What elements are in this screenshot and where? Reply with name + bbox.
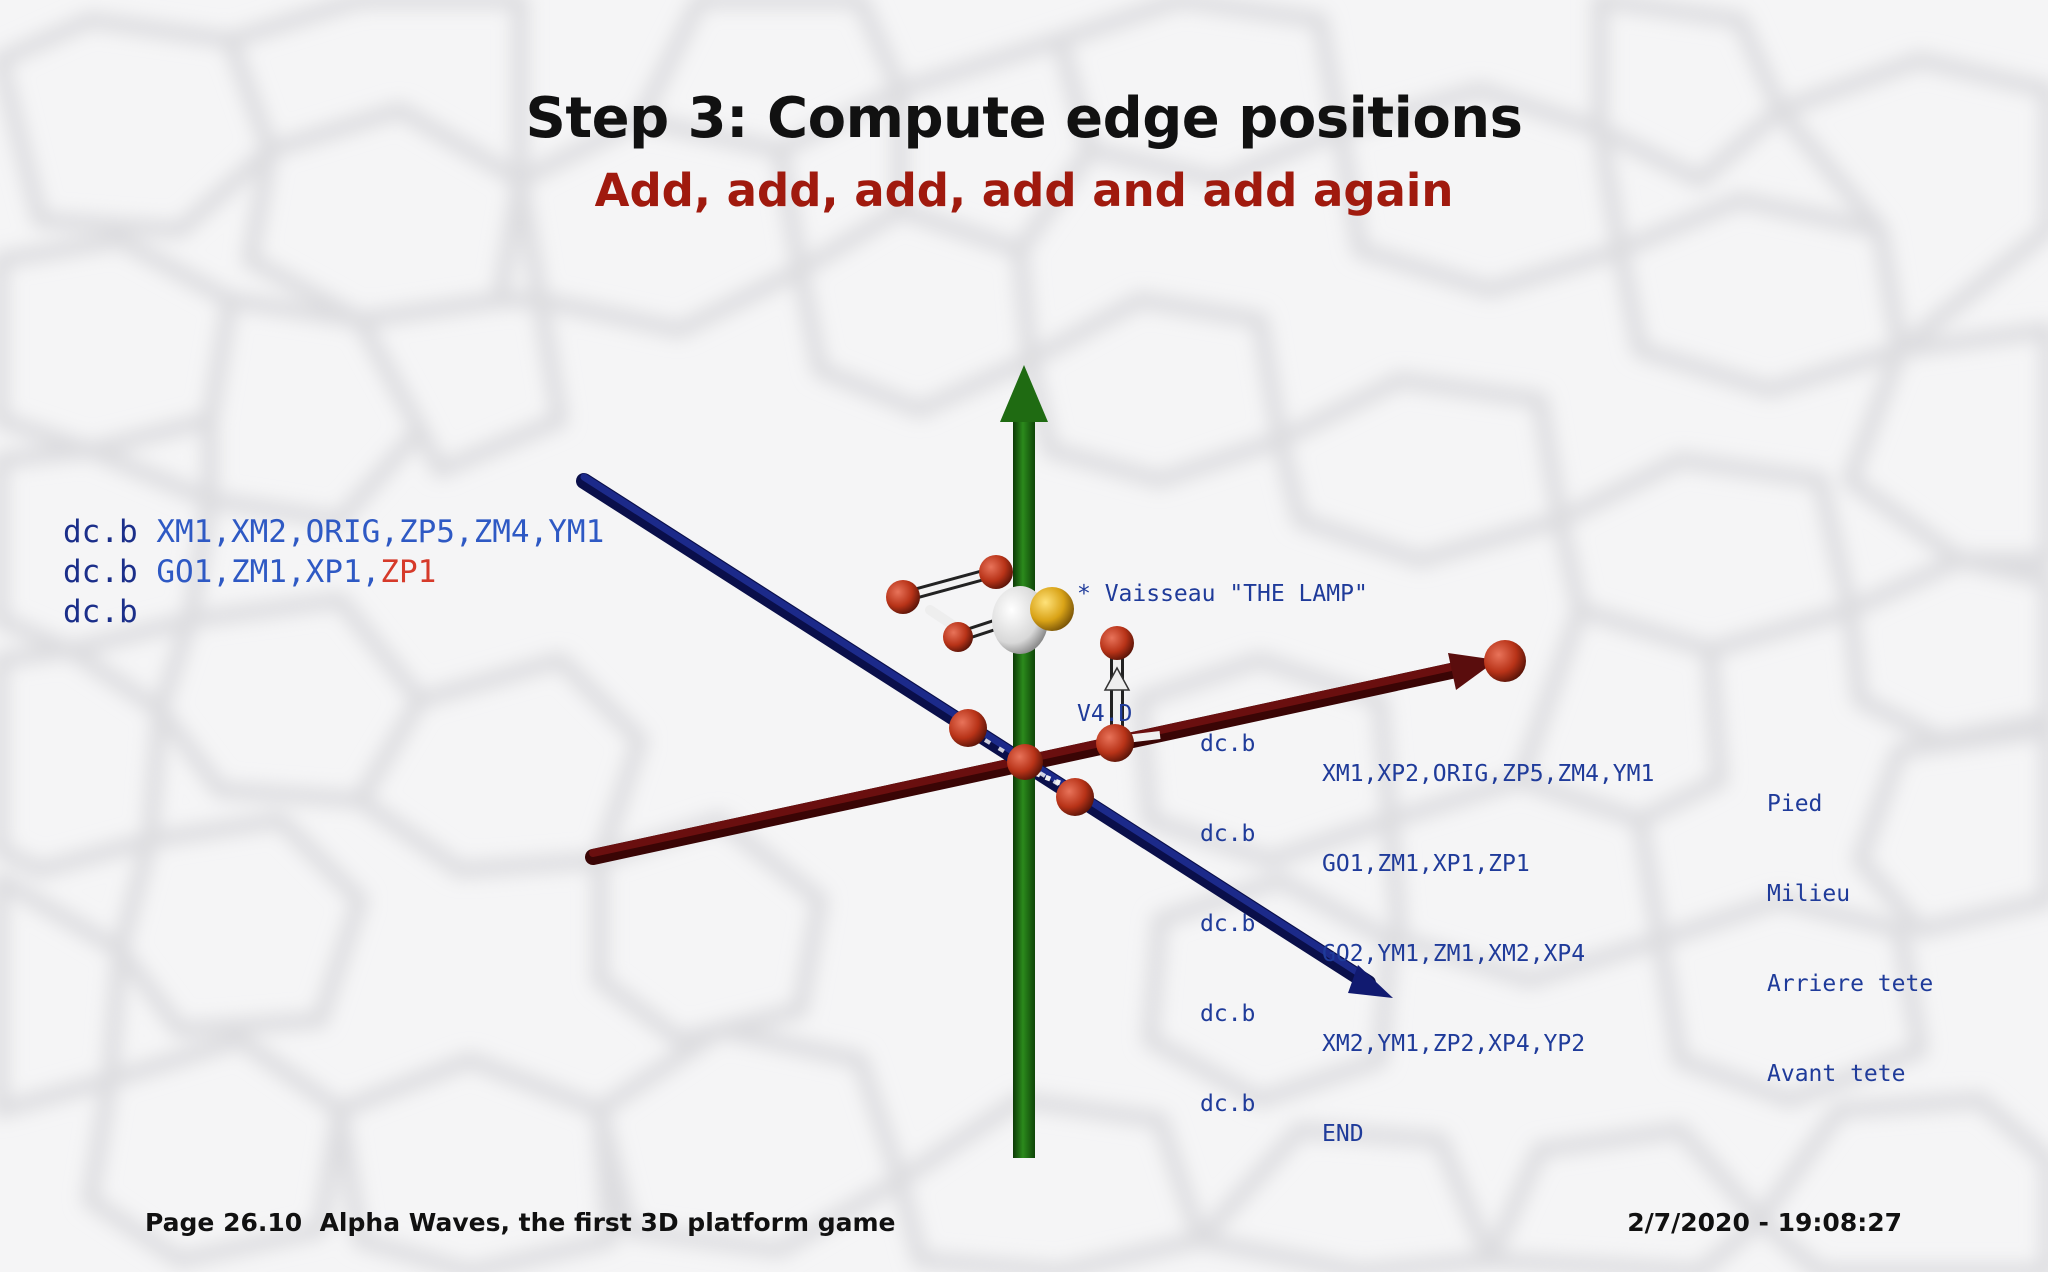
code-keyword: dc.b: [63, 594, 138, 630]
code-args: GO1,ZM1,XP1,ZP1: [1322, 851, 1530, 877]
code-op: dc.b: [1200, 821, 1256, 847]
code-args: GO2,YM1,ZM1,XM2,XP4: [1322, 941, 1586, 967]
code-row: dc.b END: [1077, 1029, 1364, 1147]
code-comment-row: * Vaisseau "THE LAMP": [1077, 579, 1368, 609]
code-left-line: dc.b XM1,XM2,ORIG,ZP5,ZM4,YM1: [63, 512, 604, 552]
code-note: Avant tete: [1767, 1061, 1906, 1087]
code-args: GO1,ZM1,XP1,: [156, 554, 381, 590]
code-left-line: dc.b: [63, 592, 604, 632]
code-row: dc.b XM2,YM1,ZP2,XP4,YP2 Avant tete: [1077, 939, 1905, 1087]
page-number: Page 26.10: [145, 1208, 303, 1237]
x-axis: [585, 653, 1497, 865]
code-args: XM1,XP2,ORIG,ZP5,ZM4,YM1: [1322, 761, 1655, 787]
code-left-line: dc.b GO1,ZM1,XP1,ZP1: [63, 552, 604, 592]
lamp-model: [886, 555, 1526, 816]
code-highlight: ZP1: [380, 554, 437, 590]
code-note: Milieu: [1767, 881, 1851, 907]
code-keyword: dc.b: [63, 514, 138, 550]
code-right-block: * Vaisseau "THE LAMP" V4.D dc.b XM1,XP2,…: [1077, 519, 1933, 1147]
code-args: XM2,YM1,ZP2,XP4,YP2: [1322, 1031, 1586, 1057]
footer-timestamp: 2/7/2020 - 19:08:27: [1627, 1208, 1902, 1237]
code-op: dc.b: [1200, 1091, 1256, 1117]
code-comment: * Vaisseau "THE LAMP": [1077, 581, 1368, 607]
code-note: Pied: [1767, 791, 1823, 817]
code-note: Arriere tete: [1767, 971, 1934, 997]
footer-page-info: Page 26.10 Alpha Waves, the first 3D pla…: [145, 1208, 896, 1237]
code-row: dc.b GO2,YM1,ZM1,XM2,XP4 Arriere tete: [1077, 849, 1933, 997]
slide-subtitle: Add, add, add, add and add again: [594, 164, 1454, 217]
code-args: END: [1322, 1121, 1364, 1147]
code-op: dc.b: [1200, 911, 1256, 937]
code-row: dc.b GO1,ZM1,XP1,ZP1 Milieu: [1077, 759, 1850, 907]
code-op: dc.b: [1200, 731, 1256, 757]
code-left-block: dc.b XM1,XM2,ORIG,ZP5,ZM4,YM1 dc.b GO1,ZM…: [63, 512, 604, 632]
code-args: XM1,XM2,ORIG,ZP5,ZM4,YM1: [156, 514, 605, 550]
code-label: V4.D: [1077, 701, 1133, 727]
code-op: dc.b: [1200, 1001, 1256, 1027]
footer-title: Alpha Waves, the first 3D platform game: [319, 1208, 896, 1237]
slide-title: Step 3: Compute edge positions: [525, 86, 1524, 151]
code-keyword: dc.b: [63, 554, 138, 590]
code-row: V4.D dc.b XM1,XP2,ORIG,ZP5,ZM4,YM1 Pied: [1077, 669, 1822, 817]
z-axis: [576, 473, 1393, 998]
